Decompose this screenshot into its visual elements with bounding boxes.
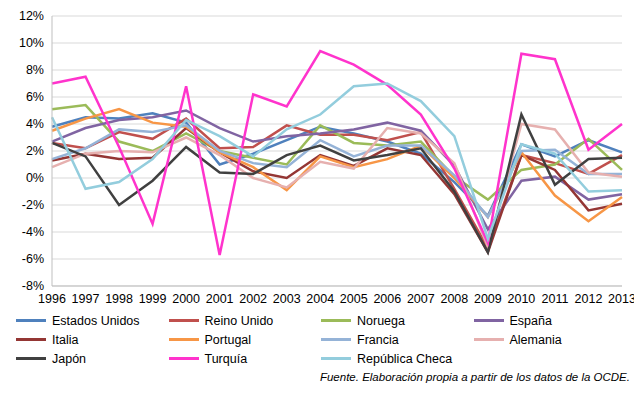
svg-text:6%: 6%: [26, 90, 44, 104]
svg-text:4%: 4%: [26, 117, 44, 131]
svg-text:1997: 1997: [72, 292, 100, 306]
svg-text:-6%: -6%: [22, 252, 44, 266]
svg-text:1999: 1999: [139, 292, 167, 306]
svg-text:2001: 2001: [206, 292, 234, 306]
html-text:Fuente. Elaboración propia a p: Fuente. Elaboración propia a partir de l…: [320, 371, 630, 383]
html-text:Noruega: Noruega: [357, 313, 405, 328]
html-text:Francia: Francia: [357, 332, 399, 347]
html-text:Alemania: Alemania: [509, 332, 562, 347]
svg-text:12%: 12%: [19, 9, 44, 23]
svg-text:2003: 2003: [273, 292, 301, 306]
svg-text:1998: 1998: [105, 292, 133, 306]
html-text:Portugal: Portugal: [204, 332, 252, 347]
svg-text:0%: 0%: [26, 171, 44, 185]
html-text:Italia: Italia: [52, 332, 79, 347]
html-text:Turquía: Turquía: [204, 351, 248, 366]
svg-text:2006: 2006: [373, 292, 401, 306]
svg-text:2004: 2004: [306, 292, 334, 306]
svg-text:2013: 2013: [608, 292, 634, 306]
svg-text:-2%: -2%: [22, 198, 44, 212]
svg-text:2002: 2002: [239, 292, 267, 306]
svg-text:2%: 2%: [26, 144, 44, 158]
svg-text:2011: 2011: [541, 292, 568, 306]
svg-text:2008: 2008: [440, 292, 468, 306]
svg-text:-8%: -8%: [22, 279, 44, 293]
svg-text:8%: 8%: [26, 63, 44, 77]
html-text:Reino Unido: Reino Unido: [204, 313, 274, 328]
svg-text:1996: 1996: [38, 292, 66, 306]
html-text:República Checa: República Checa: [357, 351, 453, 366]
svg-text:-4%: -4%: [22, 225, 44, 239]
svg-text:10%: 10%: [19, 36, 44, 50]
html-text:España: España: [509, 313, 552, 328]
html-text:Estados Unidos: Estados Unidos: [52, 313, 140, 328]
svg-text:2005: 2005: [340, 292, 368, 306]
svg-text:2007: 2007: [407, 292, 435, 306]
svg-text:2012: 2012: [575, 292, 603, 306]
html-text:Japón: Japón: [52, 351, 87, 366]
svg-text:2000: 2000: [172, 292, 200, 306]
svg-text:2010: 2010: [508, 292, 536, 306]
svg-text:2009: 2009: [474, 292, 502, 306]
